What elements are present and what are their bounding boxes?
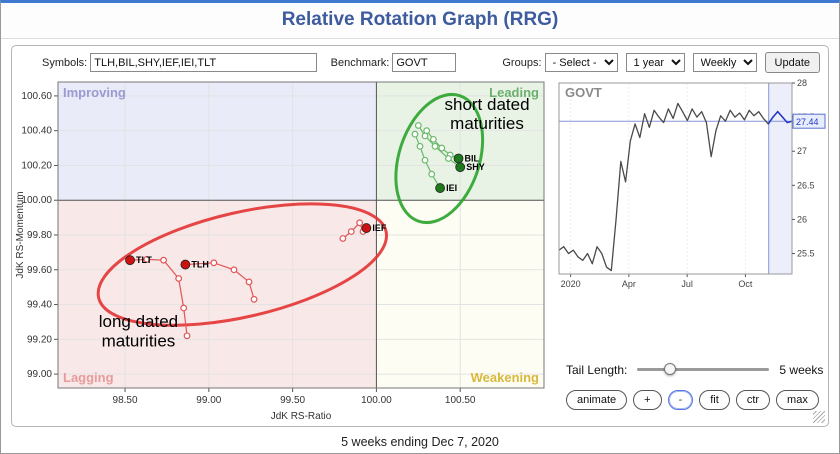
max-button[interactable]: max: [776, 390, 819, 410]
svg-text:100.00: 100.00: [361, 395, 392, 406]
resize-handle[interactable]: [813, 411, 825, 423]
svg-text:TLH: TLH: [191, 260, 209, 270]
svg-text:BIL: BIL: [465, 154, 480, 164]
svg-text:99.40: 99.40: [27, 300, 52, 311]
toolbar: Symbols: Benchmark: Groups: - Select - 1…: [12, 46, 828, 74]
tail-length-value: 5 weeks: [779, 362, 824, 377]
svg-text:99.80: 99.80: [27, 230, 52, 241]
quadrant-label: Weakening: [471, 370, 539, 385]
svg-text:100.50: 100.50: [445, 395, 476, 406]
page-title: Relative Rotation Graph (RRG): [281, 9, 559, 30]
svg-text:99.20: 99.20: [27, 334, 52, 345]
zoom-in-button[interactable]: +: [633, 390, 662, 410]
x-axis-title: JdK RS-Ratio: [271, 411, 332, 422]
svg-text:26.5: 26.5: [797, 180, 815, 190]
tail-length-row: Tail Length: 5 weeks: [552, 362, 824, 377]
svg-text:Oct: Oct: [738, 279, 753, 289]
quadrant-label: Improving: [63, 85, 126, 100]
center-button[interactable]: ctr: [735, 390, 771, 410]
benchmark-label: Benchmark:: [330, 56, 390, 69]
short-dated-label: maturities: [450, 114, 524, 133]
svg-text:2020: 2020: [561, 279, 581, 289]
zoom-out-button[interactable]: -: [667, 390, 694, 410]
svg-text:98.50: 98.50: [113, 395, 138, 406]
svg-text:IEI: IEI: [446, 183, 457, 193]
long-dated-label: maturities: [102, 331, 176, 350]
groups-select[interactable]: - Select -: [544, 53, 618, 72]
rrg-chart-svg: 98.50 99.00 99.50 100.00 100.50 99.00 99.20 99.…: [15, 81, 545, 422]
rrg-series-IEI: IEI: [411, 130, 457, 193]
svg-text:Apr: Apr: [622, 279, 636, 289]
slider-thumb[interactable]: [664, 363, 677, 375]
svg-text:IEF: IEF: [372, 223, 387, 233]
footer-caption: 5 weeks ending Dec 7, 2020: [341, 435, 499, 449]
header: Relative Rotation Graph (RRG): [1, 3, 839, 39]
svg-text:100.20: 100.20: [21, 160, 52, 171]
symbols-label: Symbols:: [42, 56, 88, 69]
update-button[interactable]: Update: [764, 52, 820, 73]
rrg-series-TLT: TLT: [125, 255, 191, 340]
animate-button[interactable]: animate: [566, 390, 628, 410]
rrg-series-IEF: IEF: [339, 219, 387, 242]
y-axis-title: JdK RS-Momentum: [15, 191, 26, 278]
tail-length-slider[interactable]: [637, 362, 770, 377]
mini-chart-title: GOVT: [565, 85, 602, 100]
svg-text:99.00: 99.00: [27, 369, 52, 380]
svg-text:Jul: Jul: [681, 279, 693, 289]
last-value-badge: [792, 113, 826, 129]
svg-text:99.60: 99.60: [27, 265, 52, 276]
svg-text:99.50: 99.50: [280, 395, 305, 406]
frequency-select[interactable]: Weekly: [692, 53, 757, 72]
main-area: 98.50 99.00 99.50 100.00 100.50 99.00 99.20 99.…: [12, 74, 828, 424]
rrg-series-TLH: TLH: [180, 259, 258, 303]
side-panel: 2020AprJulOct25.52626.52727.52827.44GOVT…: [552, 74, 828, 424]
benchmark-input[interactable]: [392, 53, 457, 72]
period-select[interactable]: 1 year: [625, 53, 685, 72]
rrg-panel: Symbols: Benchmark: Groups: - Select - 1…: [11, 45, 829, 427]
svg-text:TLT: TLT: [136, 255, 152, 265]
svg-text:99.00: 99.00: [196, 395, 221, 406]
rrg-chart: 98.50 99.00 99.50 100.00 100.50 99.00 99.20 99.…: [12, 74, 552, 424]
short-dated-ellipse: [394, 92, 485, 225]
svg-text:28: 28: [797, 78, 807, 88]
svg-text:100.40: 100.40: [21, 126, 52, 137]
svg-text:26: 26: [797, 214, 807, 224]
symbols-input[interactable]: [90, 53, 317, 72]
svg-text:SHY: SHY: [466, 162, 485, 172]
chart-buttons-row: animate + - fit ctr max: [552, 390, 824, 410]
rrg-series-SHY: SHY: [414, 122, 485, 172]
quadrant-label: Leading: [489, 85, 539, 100]
tail-length-label: Tail Length:: [566, 362, 628, 377]
groups-label: Groups:: [502, 56, 542, 69]
svg-text:25.5: 25.5: [797, 249, 815, 259]
short-dated-label: short dated: [444, 95, 529, 114]
slider-track[interactable]: [637, 368, 770, 371]
svg-text:27: 27: [797, 146, 807, 156]
quadrant-label: Lagging: [63, 370, 114, 385]
svg-text:100.60: 100.60: [21, 91, 52, 102]
svg-text:100.00: 100.00: [21, 195, 52, 206]
long-dated-label: long dated: [99, 312, 178, 331]
svg-text:27.44: 27.44: [796, 117, 819, 127]
fit-button[interactable]: fit: [699, 390, 730, 410]
